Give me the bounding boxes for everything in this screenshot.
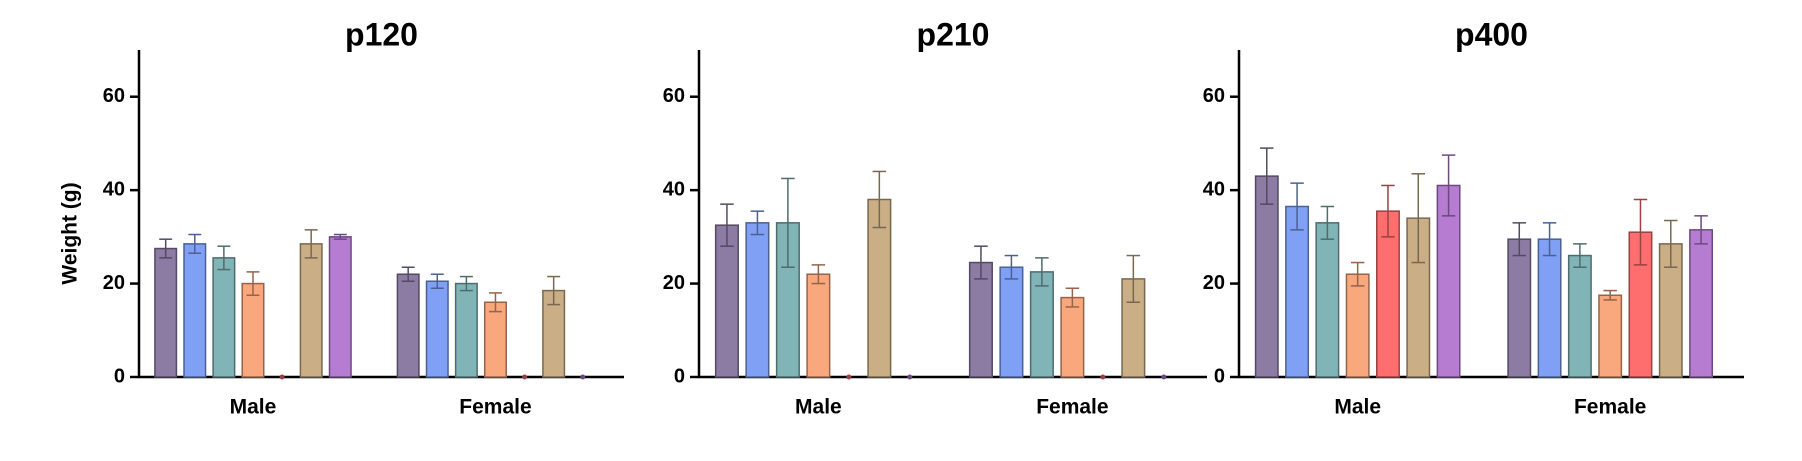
panel-title: p400 xyxy=(1455,16,1528,52)
x-tick-label: Male xyxy=(230,396,277,419)
x-tick-label: Male xyxy=(795,396,842,419)
y-axis-label: Weight (g) xyxy=(59,182,82,284)
y-tick-label: 40 xyxy=(663,178,685,200)
y-tick-label: 20 xyxy=(1203,272,1225,294)
bar xyxy=(299,243,323,378)
y-tick-label: 60 xyxy=(103,85,125,107)
bar xyxy=(1598,294,1623,378)
bar xyxy=(183,243,207,378)
x-tick-label: Female xyxy=(459,396,531,419)
zero-marker xyxy=(846,374,852,380)
zero-marker xyxy=(522,374,528,380)
y-tick-label: 60 xyxy=(663,85,685,107)
zero-marker xyxy=(580,374,586,380)
bar xyxy=(241,282,265,378)
y-tick-label: 40 xyxy=(1203,178,1225,200)
bar xyxy=(212,257,236,378)
bar xyxy=(999,266,1024,378)
bar xyxy=(806,273,831,378)
y-tick-label: 0 xyxy=(114,365,125,387)
zero-marker xyxy=(1161,374,1167,380)
bar xyxy=(714,224,739,378)
bar xyxy=(1689,229,1714,378)
bar xyxy=(1029,271,1054,378)
bar xyxy=(396,273,420,378)
bar xyxy=(483,301,507,378)
y-tick-label: 20 xyxy=(663,272,685,294)
x-tick-label: Female xyxy=(1574,396,1646,419)
bar xyxy=(425,280,449,378)
bar xyxy=(1345,273,1370,378)
bar xyxy=(1285,205,1310,378)
bar xyxy=(745,222,770,378)
bar xyxy=(328,236,352,378)
y-tick-label: 0 xyxy=(1214,365,1225,387)
x-tick-label: Male xyxy=(1334,396,1381,419)
y-tick-label: 40 xyxy=(103,178,125,200)
x-tick-label: Female xyxy=(1036,396,1108,419)
zero-marker xyxy=(1100,374,1106,380)
bar xyxy=(1254,175,1279,378)
bar xyxy=(1507,238,1532,378)
bar xyxy=(154,247,178,378)
bar xyxy=(1567,254,1592,378)
panel-title: p210 xyxy=(917,16,990,52)
y-tick-label: 20 xyxy=(103,272,125,294)
bar xyxy=(1060,296,1085,378)
panel-title: p120 xyxy=(345,16,418,52)
bar xyxy=(1315,222,1340,378)
y-tick-label: 60 xyxy=(1203,85,1225,107)
bar xyxy=(968,261,993,378)
y-tick-label: 0 xyxy=(674,365,685,387)
zero-marker xyxy=(907,374,913,380)
bar xyxy=(1537,238,1562,378)
bar xyxy=(454,282,478,378)
zero-marker xyxy=(279,374,285,380)
